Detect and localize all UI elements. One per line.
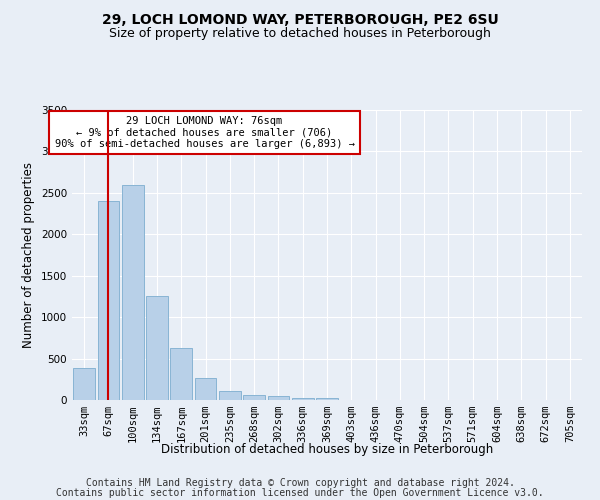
Text: Contains HM Land Registry data © Crown copyright and database right 2024.: Contains HM Land Registry data © Crown c… bbox=[86, 478, 514, 488]
Bar bbox=[170, 348, 192, 400]
Y-axis label: Number of detached properties: Number of detached properties bbox=[22, 162, 35, 348]
Bar bbox=[316, 398, 338, 400]
Bar bbox=[219, 391, 241, 400]
Text: Contains public sector information licensed under the Open Government Licence v3: Contains public sector information licen… bbox=[56, 488, 544, 498]
Bar bbox=[146, 296, 168, 400]
Bar bbox=[268, 396, 289, 400]
Bar bbox=[97, 201, 119, 400]
Bar bbox=[292, 398, 314, 400]
Text: Distribution of detached houses by size in Peterborough: Distribution of detached houses by size … bbox=[161, 442, 493, 456]
Bar bbox=[243, 395, 265, 400]
Text: 29, LOCH LOMOND WAY, PETERBOROUGH, PE2 6SU: 29, LOCH LOMOND WAY, PETERBOROUGH, PE2 6… bbox=[101, 12, 499, 26]
Bar bbox=[194, 378, 217, 400]
Text: 29 LOCH LOMOND WAY: 76sqm
← 9% of detached houses are smaller (706)
90% of semi-: 29 LOCH LOMOND WAY: 76sqm ← 9% of detach… bbox=[55, 116, 355, 149]
Text: Size of property relative to detached houses in Peterborough: Size of property relative to detached ho… bbox=[109, 28, 491, 40]
Bar bbox=[122, 184, 143, 400]
Bar bbox=[73, 368, 95, 400]
